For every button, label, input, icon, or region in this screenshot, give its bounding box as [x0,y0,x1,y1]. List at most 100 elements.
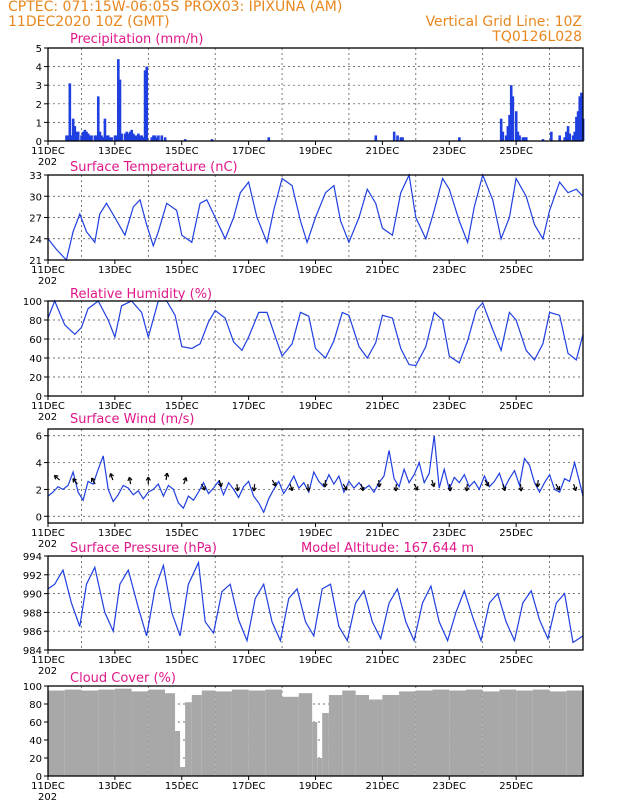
wind-ytick-label: 4 [36,459,42,470]
cloud-xtick-label: 21DEC [366,781,400,792]
wind-arrow-head [430,482,436,488]
wind-arrow [165,473,168,481]
wind-arrow [519,483,522,492]
precip-bar [76,131,80,141]
precip-bar [396,135,399,141]
rh-xtick-label: 15DEC [165,401,199,412]
cloud-bar [516,690,533,776]
temp-ytick-label: 27 [29,214,42,225]
precip-bar [88,135,92,141]
precip-ytick-label: 4 [36,63,42,74]
precip-bar [145,66,149,141]
precip-xtick-label: 11DEC [31,146,65,157]
precip-ytick-label: 0 [36,137,42,148]
wind-arrow-head [535,483,541,488]
precip-bar [132,133,135,141]
wind-arrow-head [201,486,206,491]
precip-bar [580,92,583,141]
precip-bar [90,135,93,141]
wind-arrow-head [272,482,277,487]
wind-arrow-head [72,478,77,483]
pres-year-label: 202 [38,666,57,677]
precip-bar [95,135,98,141]
pres-xtick-label: 25DEC [499,655,533,666]
pres-ytick-label: 994 [23,552,42,563]
precip-bar [101,137,105,141]
wind-arrow-head [251,487,257,492]
pres-xtick-label: 21DEC [366,655,400,666]
cloud-bar [449,690,466,776]
header-model-code: TQ0126L028 [492,29,582,45]
precip-bar [120,133,123,141]
wind-arrow [431,479,435,487]
cloud-bar [201,690,216,776]
rh-ytick-label: 60 [29,335,42,346]
precip-xtick-label: 13DEC [98,146,132,157]
precip-bar [85,131,88,141]
cloud-bar [231,689,249,776]
cloud-panel: Cloud Cover (%) 0 20 40 60 80 100 11DEC 13DEC 15D… [23,671,584,800]
precip-title: Precipitation (mm/h) [70,32,203,47]
precip-bar [65,135,68,141]
cloud-bar [369,699,383,776]
precip-bar [138,135,142,141]
header-date: 11DEC2020 10Z (GMT) [8,14,170,30]
rh-xtick-label: 23DEC [432,401,466,412]
cloud-ytick-label: 100 [23,682,42,693]
precip-bar [392,131,396,141]
cloud-bar [64,689,82,776]
cloud-xtick-label: 25DEC [499,781,533,792]
cloud-bar [382,695,400,776]
wind-arrow [289,483,293,491]
cloud-year-label: 202 [38,792,57,800]
precip-bar [152,135,155,141]
precip-bar [163,137,167,141]
pres-xtick-label: 23DEC [432,655,466,666]
wind-xtick-label: 25DEC [499,528,533,539]
wind-arrow [413,483,419,491]
wind-arrow-head [322,483,328,488]
precip-bar [499,118,503,141]
precip-bar [568,133,572,141]
cloud-bar [114,688,132,776]
header-grid-line: Vertical Grid Line: 10Z [425,14,582,30]
temp-year-label: 202 [38,276,57,287]
wind-arrow-head [127,476,133,482]
temp-xtick-label: 19DEC [299,265,333,276]
wind-ytick-label: 6 [36,432,42,443]
wind-arrow [573,483,577,491]
cloud-bar [317,758,323,776]
temp-ytick-label: 33 [29,171,42,182]
cloud-bar [282,696,299,776]
precip-frame [47,47,584,142]
precip-xtick-label: 19DEC [299,146,333,157]
precip-bar [98,131,102,141]
precip-bar [157,135,160,141]
wind-arrow-head [555,486,561,491]
precip-bar [125,131,128,141]
wind-arrow [183,477,187,485]
precip-bar [103,118,107,141]
cloud-bar [165,693,176,776]
precip-xtick-label: 23DEC [432,146,466,157]
precip-bar [401,137,404,141]
wind-arrow-head [393,487,399,492]
header-station: CPTEC: 071:15W-06:05S PROX03: IPIXUNA (A… [8,0,343,15]
precip-bar [576,111,580,141]
temp-xtick-label: 17DEC [232,265,266,276]
precip-bar [267,137,271,141]
precip-bar [118,79,122,141]
rh-xtick-label: 21DEC [366,401,400,412]
precip-bar [571,135,575,141]
cloud-xtick-label: 15DEC [165,781,199,792]
temp-xtick-label: 11DEC [31,265,65,276]
wind-arrow-head [518,487,524,492]
wind-arrow [218,479,222,487]
rh-ytick-label: 100 [23,297,42,308]
precip-bar [83,129,87,141]
cloud-bar [549,691,567,776]
cloud-bar [148,689,166,776]
wind-arrow-head [109,472,114,478]
cloud-bar [399,691,416,776]
wind-arrow-head [305,487,311,492]
